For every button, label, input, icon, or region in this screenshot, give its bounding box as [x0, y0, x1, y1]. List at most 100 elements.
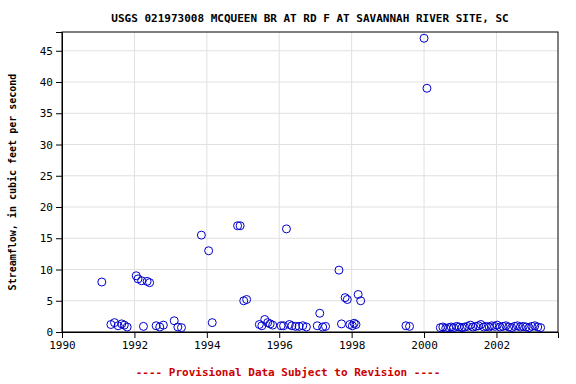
axis-domain	[63, 333, 559, 339]
point	[466, 321, 474, 329]
point	[420, 34, 428, 42]
tick-mark	[56, 113, 62, 114]
point	[537, 324, 545, 332]
tick-label: 30	[40, 139, 53, 152]
title: USGS 021973008 MCQUEEN BR AT RD F AT SAV…	[111, 12, 508, 25]
tick: 30	[40, 139, 62, 152]
plot-frame	[62, 32, 558, 332]
y-axis: 0 5 10 15 20 25 30 35 40 45	[40, 33, 63, 340]
tick-label: 1990	[49, 339, 76, 352]
tick-label: 1998	[339, 339, 366, 352]
tick-label: 1992	[122, 339, 148, 352]
tick: 1990	[49, 332, 76, 352]
point	[343, 296, 351, 304]
points	[98, 34, 545, 332]
tick: 1994	[194, 332, 221, 352]
tick-label: 45	[40, 45, 53, 58]
tick-mark	[424, 332, 425, 338]
tick-label: 5	[46, 295, 53, 308]
tick: 25	[40, 170, 62, 183]
point	[352, 321, 360, 329]
tick-mark	[56, 145, 62, 146]
y-axis-title: Streamflow, in cubic feet per second	[7, 74, 18, 291]
point	[236, 222, 244, 230]
tick-label: 1996	[266, 339, 293, 352]
grid-line	[134, 32, 135, 332]
tick-mark	[56, 176, 62, 177]
grid-line	[62, 50, 558, 51]
tick-mark	[134, 332, 135, 338]
point	[146, 279, 154, 287]
grid-line	[424, 32, 425, 332]
tick: 40	[40, 76, 62, 89]
plot-area: 1990 1992 1994 1996 1998 2000 2002 0 5 10 15 20 25 30…	[40, 32, 559, 352]
grid-line	[62, 269, 558, 270]
tick-mark	[56, 301, 62, 302]
point	[493, 321, 501, 329]
point	[282, 225, 290, 233]
point	[322, 322, 330, 330]
grid-line	[206, 32, 207, 332]
point	[208, 319, 216, 327]
point	[197, 231, 205, 239]
grid-line	[62, 300, 558, 301]
tick-label: 10	[40, 264, 53, 277]
point	[337, 320, 345, 328]
point	[177, 324, 185, 332]
tick-mark	[56, 207, 62, 208]
tick: 10	[40, 264, 62, 277]
tick-mark	[56, 332, 62, 333]
tick: 0	[46, 326, 62, 339]
tick-mark	[496, 332, 497, 338]
point	[269, 321, 277, 329]
grid-line	[62, 113, 558, 114]
tick-mark	[279, 332, 280, 338]
grid-line	[496, 32, 497, 332]
x-axis: 1990 1992 1994 1996 1998 2000 2002	[49, 332, 558, 352]
point	[139, 322, 147, 330]
tick: 5	[46, 295, 62, 308]
tick-mark	[56, 82, 62, 83]
point	[280, 322, 288, 330]
tick-label: 0	[46, 326, 53, 339]
tick: 20	[40, 201, 62, 214]
chart-svg: 1990 1992 1994 1996 1998 2000 2002 0 5 10 15 20 25 30…	[0, 0, 576, 384]
tick-label: 40	[40, 76, 53, 89]
chart-container: 1990 1992 1994 1996 1998 2000 2002 0 5 10 15 20 25 30…	[0, 0, 576, 384]
tick: 45	[40, 45, 62, 58]
grid-line	[62, 144, 558, 145]
point	[205, 247, 213, 255]
grid-line	[62, 238, 558, 239]
tick: 1998	[339, 332, 366, 352]
grid-line	[279, 32, 280, 332]
tick: 2002	[484, 332, 511, 352]
tick-mark	[56, 238, 62, 239]
tick-label: 35	[40, 107, 53, 120]
tick-label: 2000	[411, 339, 438, 352]
tick: 2000	[411, 332, 438, 352]
footnote: ---- Provisional Data Subject to Revisio…	[136, 366, 441, 379]
tick-label: 15	[40, 232, 53, 245]
point	[357, 297, 365, 305]
point	[302, 323, 310, 331]
grid-line	[62, 207, 558, 208]
point	[335, 266, 343, 274]
point	[313, 322, 321, 330]
grid-line	[351, 32, 352, 332]
tick-label: 20	[40, 201, 53, 214]
tick: 1992	[122, 332, 148, 352]
tick: 15	[40, 232, 62, 245]
point	[316, 309, 324, 317]
point	[243, 296, 251, 304]
tick-label: 1994	[194, 339, 221, 352]
point	[120, 321, 128, 329]
grid-line	[62, 175, 558, 176]
tick-mark	[207, 332, 208, 338]
tick-mark	[352, 332, 353, 338]
tick-mark	[56, 270, 62, 271]
tick-label: 2002	[484, 339, 511, 352]
point	[159, 321, 167, 329]
grid-line	[62, 82, 558, 83]
tick: 1996	[266, 332, 293, 352]
point	[98, 278, 106, 286]
